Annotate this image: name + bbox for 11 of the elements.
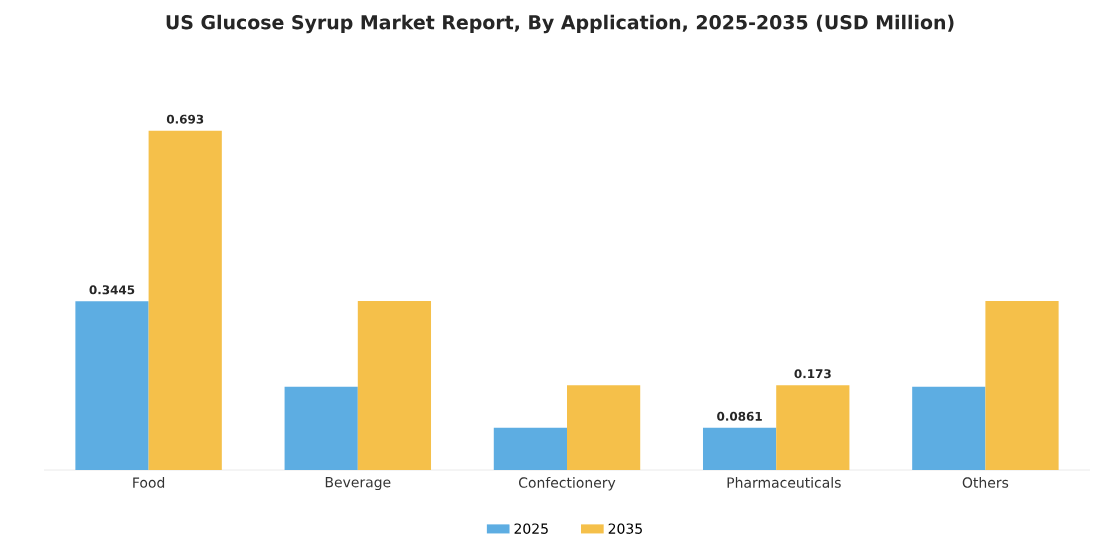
bar [284, 386, 358, 470]
bar [148, 130, 222, 470]
bar [567, 385, 641, 470]
bar [493, 427, 567, 470]
bar [985, 301, 1059, 470]
bar [702, 427, 777, 470]
chart-title: US Glucose Syrup Market Report, By Application, 2025-2035 (USD Million) [166, 14, 954, 34]
bar [75, 301, 149, 470]
bar [912, 386, 986, 470]
bar [776, 385, 850, 470]
bar [357, 301, 432, 470]
